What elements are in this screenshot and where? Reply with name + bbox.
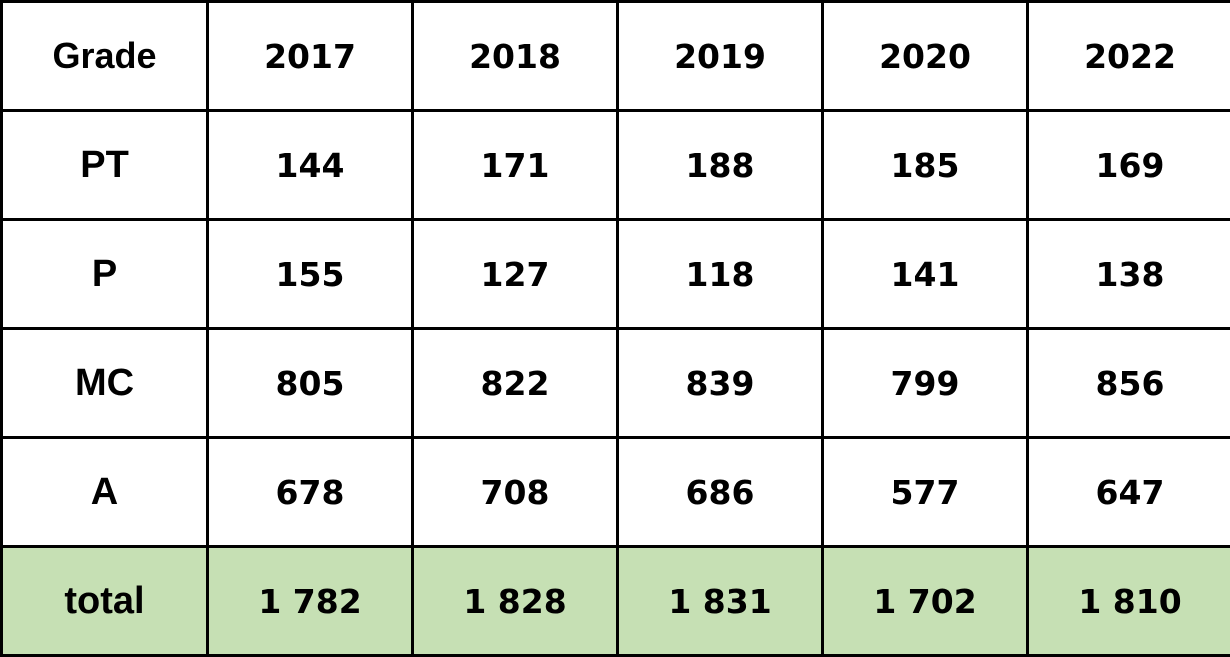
header-year: 2019: [618, 2, 823, 111]
header-year: 2022: [1028, 2, 1230, 111]
header-row: Grade 2017 2018 2019 2020 2022: [2, 2, 1230, 111]
header-year: 2020: [823, 2, 1028, 111]
total-row: total 1 782 1 828 1 831 1 702 1 810: [2, 547, 1230, 656]
total-cell: 1 810: [1028, 547, 1230, 656]
table-cell: 839: [618, 329, 823, 438]
table-cell: 678: [208, 438, 413, 547]
total-cell: 1 702: [823, 547, 1028, 656]
table-cell: 188: [618, 111, 823, 220]
total-cell: 1 782: [208, 547, 413, 656]
row-label: PT: [2, 111, 208, 220]
table-cell: 171: [413, 111, 618, 220]
row-label-total: total: [2, 547, 208, 656]
table-cell: 856: [1028, 329, 1230, 438]
table-cell: 141: [823, 220, 1028, 329]
table-cell: 138: [1028, 220, 1230, 329]
table-row: A 678 708 686 577 647: [2, 438, 1230, 547]
table-cell: 805: [208, 329, 413, 438]
table-cell: 144: [208, 111, 413, 220]
table-cell: 708: [413, 438, 618, 547]
row-label: MC: [2, 329, 208, 438]
table-cell: 127: [413, 220, 618, 329]
table-row: P 155 127 118 141 138: [2, 220, 1230, 329]
table-cell: 185: [823, 111, 1028, 220]
header-year: 2017: [208, 2, 413, 111]
row-label: A: [2, 438, 208, 547]
total-cell: 1 831: [618, 547, 823, 656]
table-cell: 799: [823, 329, 1028, 438]
table-cell: 155: [208, 220, 413, 329]
table-cell: 169: [1028, 111, 1230, 220]
table-cell: 118: [618, 220, 823, 329]
row-label: P: [2, 220, 208, 329]
table-cell: 686: [618, 438, 823, 547]
table-cell: 647: [1028, 438, 1230, 547]
table-row: PT 144 171 188 185 169: [2, 111, 1230, 220]
header-year: 2018: [413, 2, 618, 111]
table-cell: 577: [823, 438, 1028, 547]
table-row: MC 805 822 839 799 856: [2, 329, 1230, 438]
table-cell: 822: [413, 329, 618, 438]
header-grade: Grade: [2, 2, 208, 111]
total-cell: 1 828: [413, 547, 618, 656]
